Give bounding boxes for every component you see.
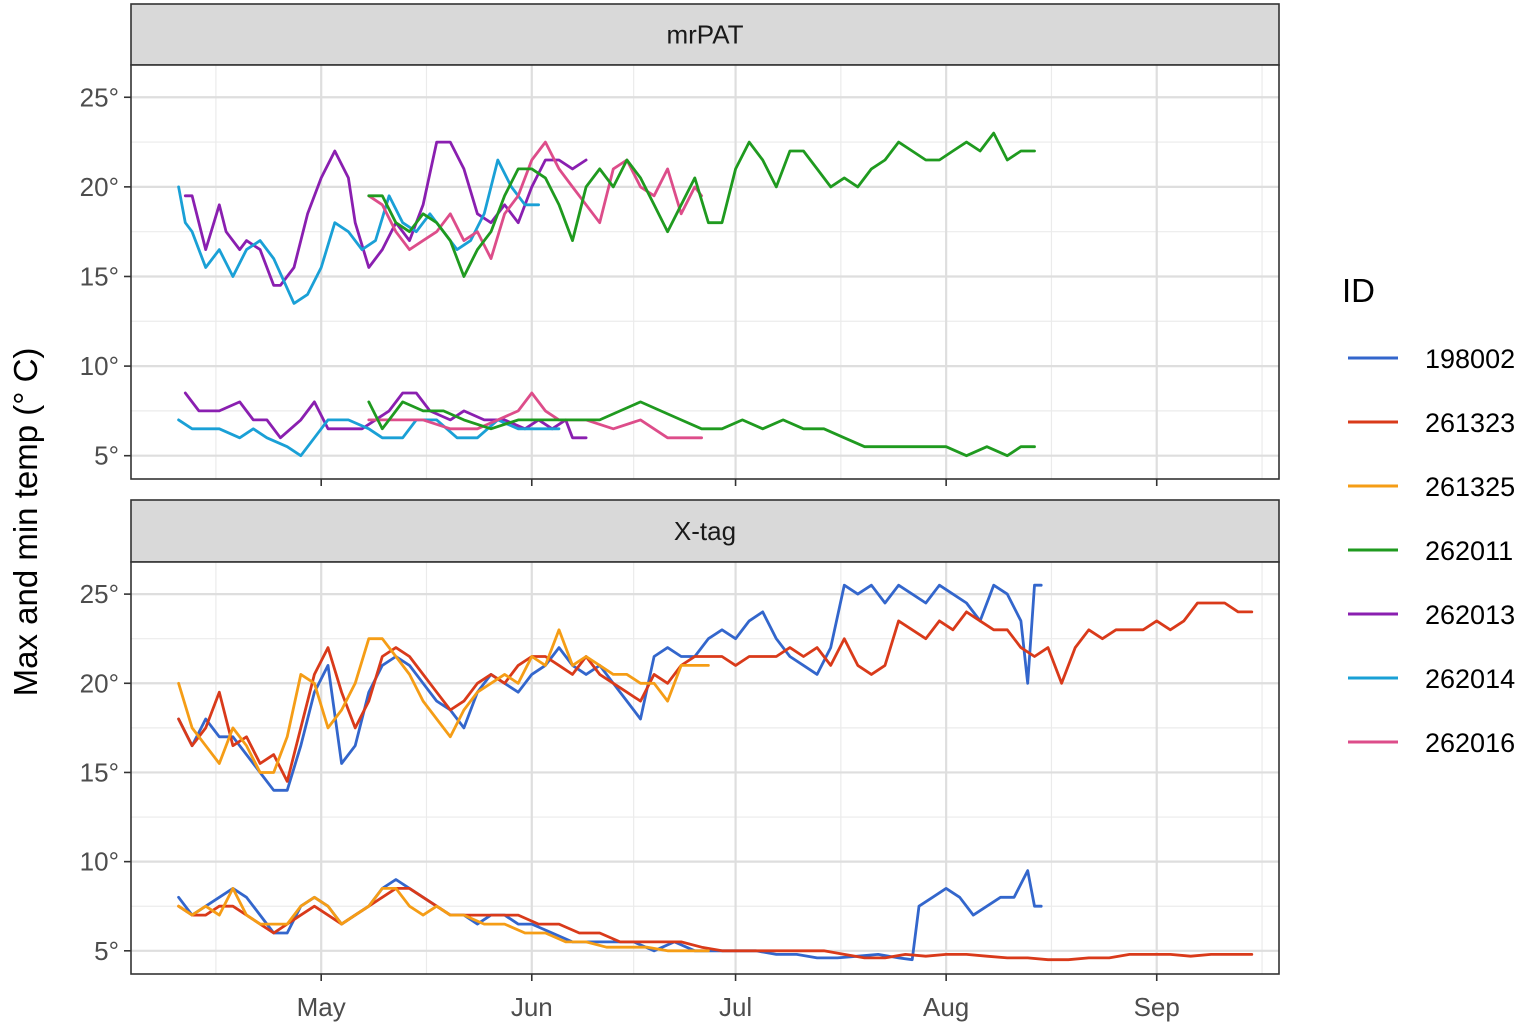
panel-border (130, 561, 1280, 975)
series-line-262013-max (183, 140, 588, 287)
facet-strip (130, 499, 1280, 563)
legend-label: 261323 (1425, 408, 1515, 438)
series-line-262014-max (177, 158, 540, 305)
y-tick-label: 5° (94, 441, 119, 471)
y-axis-title: Max and min temp (° C) (7, 348, 44, 697)
y-tick-label: 25° (80, 579, 119, 609)
legend-label: 262014 (1425, 664, 1515, 694)
y-tick-label: 10° (80, 351, 119, 381)
facet-panels: mrPAT 5° 10° 15° 20° 25° X-tag 5° 10° 15° 20° 25° Ma… (80, 3, 1280, 1022)
series-line-261323-min (177, 887, 1254, 962)
legend-label: 262016 (1425, 728, 1515, 758)
legend-label: 262011 (1425, 536, 1513, 566)
series-line-262016-min (367, 391, 703, 440)
x-tick-label: Sep (1134, 992, 1180, 1022)
x-tick-label: Jun (511, 992, 553, 1022)
series-line-262011-max (367, 131, 1036, 278)
x-tick-label: May (297, 992, 346, 1022)
series-line-261325-min (177, 887, 710, 953)
facet-strip (130, 3, 1280, 66)
series-lines (177, 583, 1254, 962)
legend-label: 262013 (1425, 600, 1515, 630)
gridlines (131, 65, 1279, 479)
y-tick-label: 25° (80, 82, 119, 112)
legend-title: ID (1342, 272, 1375, 309)
facet-strip-title: X-tag (674, 516, 736, 546)
gridlines (131, 562, 1279, 974)
legend-label: 198002 (1425, 344, 1515, 374)
y-tick-label: 15° (80, 261, 119, 291)
y-tick-label: 20° (80, 172, 119, 202)
legend-item: 261325 (1348, 472, 1515, 502)
legend-item: 262014 (1348, 664, 1515, 694)
plot-background (131, 65, 1279, 479)
series-line-198002-max (177, 583, 1043, 792)
legend-item: 262016 (1348, 728, 1515, 758)
legend-item: 261323 (1348, 408, 1515, 438)
facet-panel: X-tag 5° 10° 15° 20° 25° May Jun Jul Aug Sep (80, 499, 1280, 1022)
y-tick-label: 15° (80, 757, 119, 787)
y-tick-label: 10° (80, 847, 119, 877)
legend-item: 262011 (1348, 536, 1513, 566)
y-tick-label: 5° (94, 936, 119, 966)
legend-item: 262013 (1348, 600, 1515, 630)
facet-panel: mrPAT 5° 10° 15° 20° 25° (80, 3, 1280, 486)
legend-items: 198002 261323 261325 262011 262013 262014 2620… (1348, 344, 1515, 758)
series-line-262013-min (183, 391, 588, 440)
series-line-261325-max (177, 628, 710, 774)
series-line-262016-max (367, 140, 703, 261)
legend-label: 261325 (1425, 472, 1515, 502)
series-line-262011-min (367, 400, 1036, 458)
legend: ID 198002 261323 261325 262011 262013 262014 2… (1342, 272, 1515, 758)
legend-item: 198002 (1348, 344, 1515, 374)
panel-border (130, 64, 1280, 480)
series-line-261323-max (177, 601, 1254, 783)
series-lines (177, 131, 1036, 458)
facet-strip-title: mrPAT (666, 20, 743, 50)
y-tick-label: 20° (80, 668, 119, 698)
x-tick-label: Aug (923, 992, 969, 1022)
x-tick-label: Jul (719, 992, 752, 1022)
